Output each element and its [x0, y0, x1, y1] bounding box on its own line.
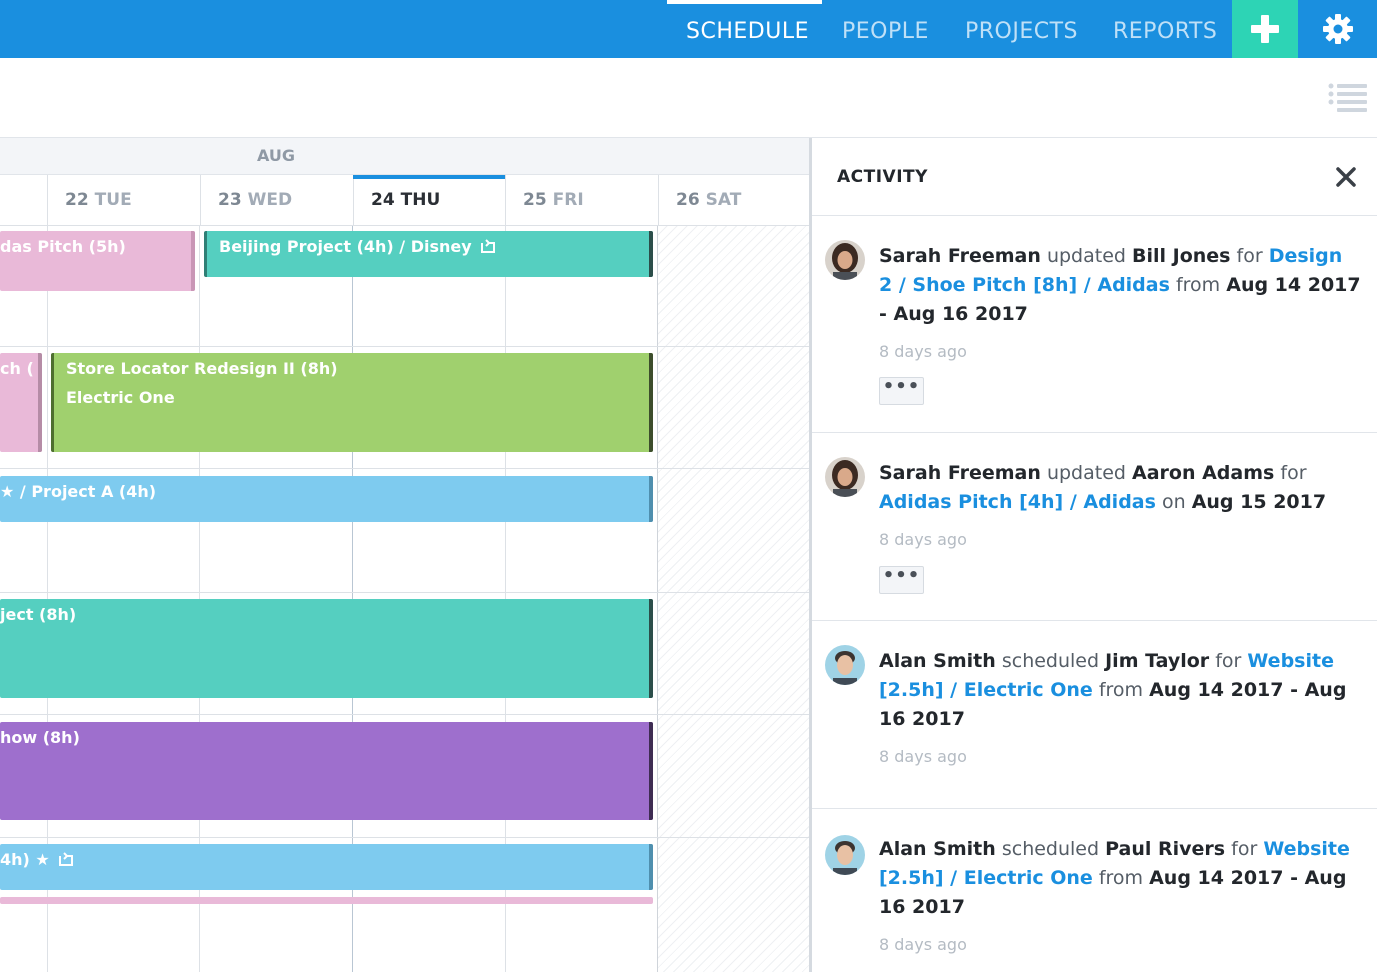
month-header: AUG [0, 138, 810, 175]
project-link[interactable]: Adidas Pitch [4h] / Adidas [879, 491, 1156, 513]
grid-line [657, 226, 658, 972]
activity-entry: Alan Smith scheduled Paul Rivers for Web… [812, 809, 1377, 972]
more-button[interactable]: ••• [879, 566, 924, 594]
repeat-icon [481, 239, 496, 253]
avatar [825, 240, 865, 280]
close-button[interactable] [1332, 163, 1360, 191]
avatar [825, 645, 865, 685]
task-project-a[interactable]: ★ / Project A (4h) [0, 476, 653, 522]
activity-timestamp: 8 days ago [879, 935, 967, 954]
task-beijing-project[interactable]: Beijing Project (4h) / Disney [204, 231, 653, 277]
activity-timestamp: 8 days ago [879, 342, 967, 361]
task-pink-strip[interactable] [0, 897, 653, 904]
day-header-row: 22 TUE 23 WED 24 THU 25 FRI 26 SAT [0, 175, 810, 226]
task-4h[interactable]: 4h) ★ [0, 844, 653, 890]
row-divider [0, 837, 810, 838]
list-view-icon [1328, 83, 1367, 112]
list-view-button[interactable] [1328, 83, 1368, 113]
nav-schedule[interactable]: SCHEDULE [686, 19, 809, 44]
settings-button[interactable] [1298, 0, 1377, 58]
row-divider [0, 592, 810, 593]
close-icon [1336, 167, 1356, 187]
row-divider [0, 346, 810, 347]
avatar [825, 457, 865, 497]
row-divider [0, 714, 810, 715]
panel-divider[interactable] [809, 138, 812, 972]
activity-message: Alan Smith scheduled Jim Taylor for Webs… [879, 650, 1347, 730]
activity-panel: ACTIVITY Sarah Freeman updated Bill Jone… [812, 138, 1377, 972]
day-header-26[interactable]: 26 SAT [658, 175, 810, 226]
more-button[interactable]: ••• [879, 377, 924, 405]
day-header-23[interactable]: 23 WED [200, 175, 353, 226]
activity-message: Alan Smith scheduled Paul Rivers for Web… [879, 838, 1350, 918]
activity-timestamp: 8 days ago [879, 747, 967, 766]
project-link[interactable]: Website [2.5h] / Electric One [879, 838, 1350, 889]
nav-projects[interactable]: PROJECTS [965, 19, 1079, 44]
plus-icon [1251, 15, 1279, 43]
day-header-25[interactable]: 25 FRI [505, 175, 658, 226]
month-label: AUG [256, 146, 295, 165]
add-button[interactable] [1232, 0, 1298, 58]
repeat-icon [59, 852, 74, 866]
top-nav-bar: SCHEDULE PEOPLE PROJECTS REPORTS [0, 0, 1377, 58]
activity-message: Sarah Freeman updated Aaron Adams for Ad… [879, 462, 1327, 513]
activity-message: Sarah Freeman updated Bill Jones for Des… [879, 245, 1361, 325]
project-link[interactable]: Website [2.5h] / Electric One [879, 650, 1334, 701]
task-pitch-fragment[interactable]: ch ( [0, 353, 42, 452]
task-project-8h[interactable]: ject (8h) [0, 599, 653, 698]
project-link[interactable]: Design 2 / Shoe Pitch [8h] / Adidas [879, 245, 1343, 296]
activity-title: ACTIVITY [837, 167, 928, 187]
activity-entry: Alan Smith scheduled Jim Taylor for Webs… [812, 621, 1377, 809]
task-show[interactable]: how (8h) [0, 722, 653, 820]
gear-icon [1322, 14, 1353, 44]
weekend-column [658, 226, 810, 972]
activity-entry: Sarah Freeman updated Bill Jones for Des… [812, 217, 1377, 433]
activity-entry: Sarah Freeman updated Aaron Adams for Ad… [812, 433, 1377, 621]
row-divider [0, 468, 810, 469]
activity-header: ACTIVITY [812, 138, 1377, 216]
nav-reports[interactable]: REPORTS [1113, 19, 1218, 44]
schedule-grid[interactable]: das Pitch (5h) Beijing Project (4h) / Di… [0, 226, 810, 972]
sub-header [0, 58, 1377, 138]
today-indicator [353, 175, 505, 179]
task-adidas-pitch[interactable]: das Pitch (5h) [0, 231, 195, 291]
day-header-22[interactable]: 22 TUE [47, 175, 200, 226]
nav-people[interactable]: PEOPLE [842, 19, 929, 44]
day-header-24[interactable]: 24 THU [353, 175, 505, 226]
avatar [825, 835, 865, 875]
activity-timestamp: 8 days ago [879, 530, 967, 549]
nav-active-indicator [667, 0, 822, 4]
task-store-locator[interactable]: Store Locator Redesign II (8h) Electric … [51, 353, 653, 452]
